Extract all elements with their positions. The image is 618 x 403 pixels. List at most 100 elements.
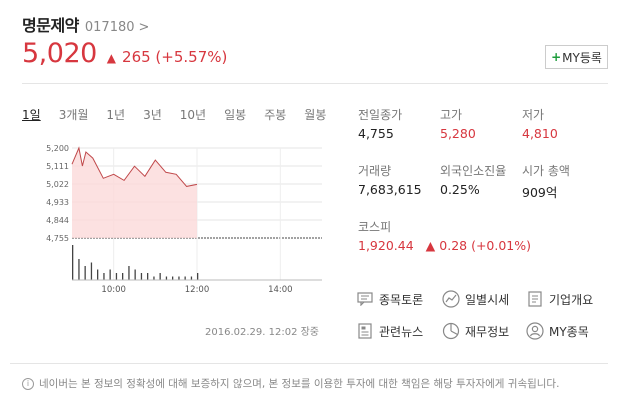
stat-value: 4,755 xyxy=(358,126,394,141)
tab-10years[interactable]: 10년 xyxy=(179,108,207,122)
my-register-button[interactable]: + MY등록 xyxy=(545,45,608,69)
stat-label[interactable]: 코스피 xyxy=(358,220,392,234)
price-change: 265 (+5.57%) xyxy=(122,48,228,66)
tab-monthly-candle[interactable]: 월봉 xyxy=(304,108,327,122)
link-related-news[interactable]: 관련뉴스 xyxy=(355,322,423,340)
chart-svg: 5,200 5,111 5,022 4,933 4,844 4,755 10:00 12:0… xyxy=(46,144,322,295)
x-ticks: 10:00 12:00 14:00 xyxy=(101,285,292,295)
stat-kospi: 코스피 1,920.44 ▲ 0.28 (+0.01%) xyxy=(358,218,598,253)
stat-foreign-ratio: 외국인소진율 0.25% xyxy=(440,162,530,197)
document-icon xyxy=(525,290,545,308)
volume-bar xyxy=(172,276,174,280)
stat-low: 저가 4,810 xyxy=(522,106,612,141)
y-tick-label: 5,200 xyxy=(46,144,69,153)
stat-value: 4,810 xyxy=(522,126,558,141)
y-tick-label: 5,022 xyxy=(46,180,69,189)
volume-bar xyxy=(128,266,130,280)
x-tick-label: 10:00 xyxy=(101,285,126,295)
stat-prev-close: 전일종가 4,755 xyxy=(358,106,448,141)
divider xyxy=(10,363,608,364)
link-my-stocks[interactable]: MY종목 xyxy=(525,322,589,340)
link-label: 재무정보 xyxy=(465,324,510,339)
my-register-label: MY등록 xyxy=(562,50,602,65)
user-icon xyxy=(525,322,545,340)
current-price: 5,020 xyxy=(22,38,97,69)
volume-bar xyxy=(134,269,136,280)
stat-value: 7,683,615 xyxy=(358,182,422,197)
tab-1day[interactable]: 1일 xyxy=(22,108,41,122)
link-label: 종목토론 xyxy=(379,292,424,307)
link-label: MY종목 xyxy=(549,324,589,339)
link-label: 관련뉴스 xyxy=(379,324,424,339)
kospi-value: 1,920.44 xyxy=(358,238,414,253)
stat-label: 거래량 xyxy=(358,164,392,178)
volume-bar xyxy=(115,273,118,280)
price-row: 5,020 ▲ 265 (+5.57%) xyxy=(22,38,227,69)
link-financials[interactable]: 재무정보 xyxy=(441,322,509,340)
tab-3months[interactable]: 3개월 xyxy=(58,108,89,122)
link-label: 기업개요 xyxy=(549,292,594,307)
stat-label: 고가 xyxy=(440,108,463,122)
volume-bar xyxy=(109,269,111,280)
stock-code[interactable]: 017180 xyxy=(84,20,135,35)
volume-bar xyxy=(84,266,86,280)
y-tick-label: 4,844 xyxy=(46,216,69,225)
stock-name[interactable]: 명문제약 xyxy=(22,16,79,35)
volume-bar xyxy=(97,269,99,280)
x-tick-label: 14:00 xyxy=(268,285,293,295)
volume-bar xyxy=(140,273,143,280)
stat-market-cap: 시가 총액 909억 xyxy=(522,162,612,201)
volume-bar xyxy=(165,276,168,280)
tab-1year[interactable]: 1년 xyxy=(106,108,126,122)
intraday-chart: 5,200 5,111 5,022 4,933 4,844 4,755 10:00 12:0… xyxy=(22,140,332,320)
period-tabs: 1일 3개월 1년 3년 10년 일봉 주봉 월봉 xyxy=(22,106,344,123)
pie-chart-icon xyxy=(441,322,461,340)
stat-value: 0.25% xyxy=(440,182,480,197)
timestamp: 2016.02.29. 12:02 장중 xyxy=(205,327,320,338)
stat-label: 외국인소진율 xyxy=(440,164,507,178)
y-tick-label: 4,933 xyxy=(46,198,69,207)
tab-3years[interactable]: 3년 xyxy=(143,108,162,122)
trend-icon xyxy=(441,290,461,308)
link-company-overview[interactable]: 기업개요 xyxy=(525,290,593,308)
stat-label: 시가 총액 xyxy=(522,164,570,178)
stat-value: 5,280 xyxy=(440,126,476,141)
volume-bar xyxy=(90,262,93,280)
chevron-right-icon[interactable]: > xyxy=(138,20,150,35)
stat-label: 저가 xyxy=(522,108,545,122)
volume-bar xyxy=(78,259,80,280)
x-tick-label: 12:00 xyxy=(185,285,210,295)
disclaimer: i 네이버는 본 정보의 정확성에 대해 보증하지 않으며, 본 정보를 이용한… xyxy=(22,376,559,391)
volume-bar xyxy=(153,276,155,280)
y-tick-label: 5,111 xyxy=(46,162,69,171)
up-triangle-icon: ▲ xyxy=(106,51,117,65)
plus-icon: + xyxy=(551,50,562,64)
divider xyxy=(22,83,608,84)
volume-bar xyxy=(103,273,105,280)
stat-label: 전일종가 xyxy=(358,108,403,122)
stock-header: 명문제약 017180 > xyxy=(22,12,149,36)
volume-bars xyxy=(72,245,322,281)
volume-bar xyxy=(190,276,193,280)
volume-bar xyxy=(122,273,124,280)
stat-volume: 거래량 7,683,615 xyxy=(358,162,448,197)
kospi-change: 0.28 (+0.01%) xyxy=(439,238,532,253)
y-tick-label: 4,755 xyxy=(46,234,69,243)
stat-value: 909억 xyxy=(522,185,558,200)
chat-icon xyxy=(355,290,375,308)
link-daily-price[interactable]: 일별시세 xyxy=(441,290,509,308)
link-label: 일별시세 xyxy=(465,292,510,307)
volume-bar xyxy=(197,273,199,280)
volume-bar xyxy=(72,245,74,280)
stat-high: 고가 5,280 xyxy=(440,106,530,141)
volume-bar xyxy=(147,273,149,280)
kospi-value-row: 1,920.44 ▲ 0.28 (+0.01%) xyxy=(358,238,598,253)
tab-daily-candle[interactable]: 일봉 xyxy=(224,108,247,122)
link-forum[interactable]: 종목토론 xyxy=(355,290,423,308)
up-triangle-icon: ▲ xyxy=(425,238,436,253)
tab-weekly-candle[interactable]: 주봉 xyxy=(264,108,287,122)
disclaimer-text: 네이버는 본 정보의 정확성에 대해 보증하지 않으며, 본 정보를 이용한 투… xyxy=(39,378,560,390)
price-line xyxy=(71,146,198,187)
volume-bar xyxy=(184,276,186,280)
price-area xyxy=(72,148,197,238)
